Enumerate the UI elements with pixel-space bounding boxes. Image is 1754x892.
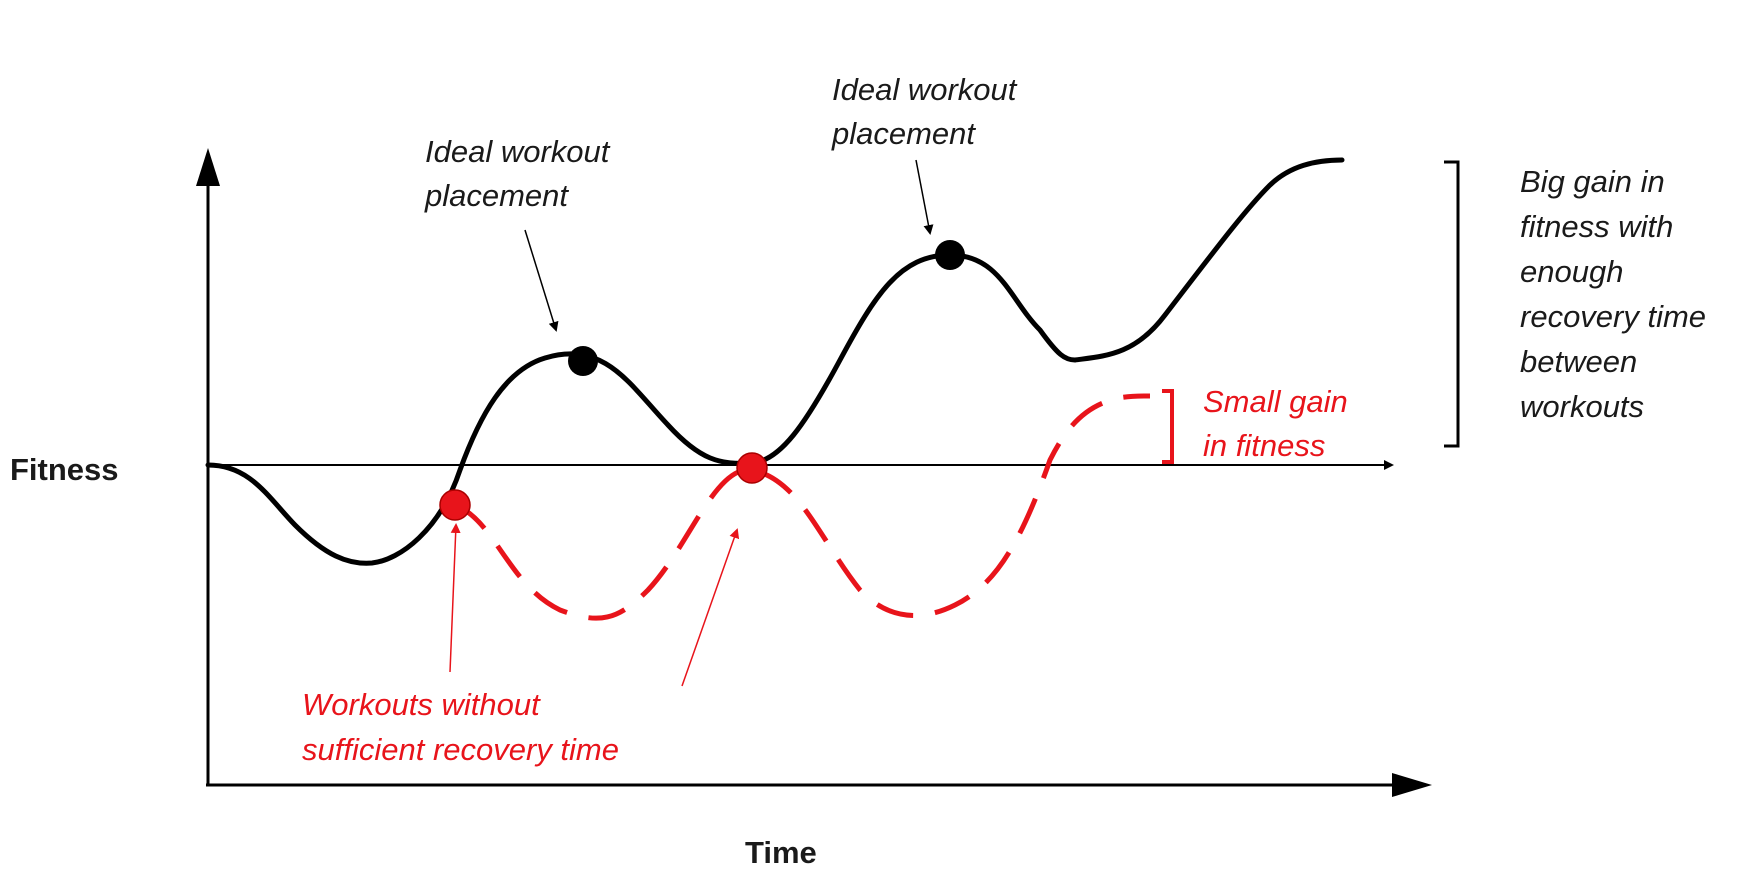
- big-gain-label-line-1: Big gain in: [1520, 164, 1665, 199]
- big-gain-label-line-4: recovery time: [1520, 299, 1706, 334]
- ideal-placement-label-1-line-1: Ideal workout: [425, 134, 611, 169]
- big-gain-label-line-2: fitness with: [1520, 209, 1673, 244]
- small-gain-bracket: [1162, 389, 1174, 464]
- y-axis-arrowhead: [196, 148, 220, 186]
- ideal-placement-label-1: Ideal workout placement: [424, 134, 618, 213]
- big-gain-label: Big gain in fitness with enough recovery…: [1520, 164, 1715, 424]
- big-gain-label-line-6: workouts: [1520, 389, 1644, 424]
- insufficient-recovery-label-line-1: Workouts without: [302, 687, 541, 722]
- ideal-workout-point-1: [568, 346, 598, 376]
- ideal-pointer-arrow-1: [524, 229, 559, 332]
- small-gain-label-line-1: Small gain: [1203, 384, 1348, 419]
- x-axis-arrowhead: [1392, 773, 1432, 797]
- ideal-placement-label-2: Ideal workout placement: [831, 72, 1025, 151]
- big-gain-label-line-5: between: [1520, 344, 1637, 379]
- x-axis-label: Time: [745, 835, 817, 870]
- ideal-workout-point-2: [935, 240, 965, 270]
- insufficient-pointer-arrow-1: [449, 523, 461, 673]
- ideal-placement-label-1-line-2: placement: [424, 178, 569, 213]
- ideal-placement-label-2-line-2: placement: [831, 116, 976, 151]
- ideal-placement-label-2-line-1: Ideal workout: [832, 72, 1018, 107]
- insufficient-workout-point-2: [736, 452, 768, 484]
- y-axis-label: Fitness: [10, 452, 119, 487]
- insufficient-recovery-curve: [454, 393, 1151, 621]
- big-gain-bracket: [1444, 160, 1460, 448]
- axes: [196, 148, 1432, 797]
- ideal-pointer-arrow-2: [915, 159, 934, 235]
- big-gain-label-line-3: enough: [1520, 254, 1623, 289]
- insufficient-workout-point-1: [439, 489, 471, 521]
- small-gain-label: Small gain in fitness: [1203, 384, 1356, 463]
- insufficient-pointer-arrow-2: [681, 528, 740, 687]
- ideal-recovery-curve: [205, 157, 1345, 566]
- insufficient-recovery-label-line-2: sufficient recovery time: [302, 732, 619, 767]
- insufficient-recovery-label: Workouts without sufficient recovery tim…: [302, 687, 619, 767]
- small-gain-label-line-2: in fitness: [1203, 428, 1325, 463]
